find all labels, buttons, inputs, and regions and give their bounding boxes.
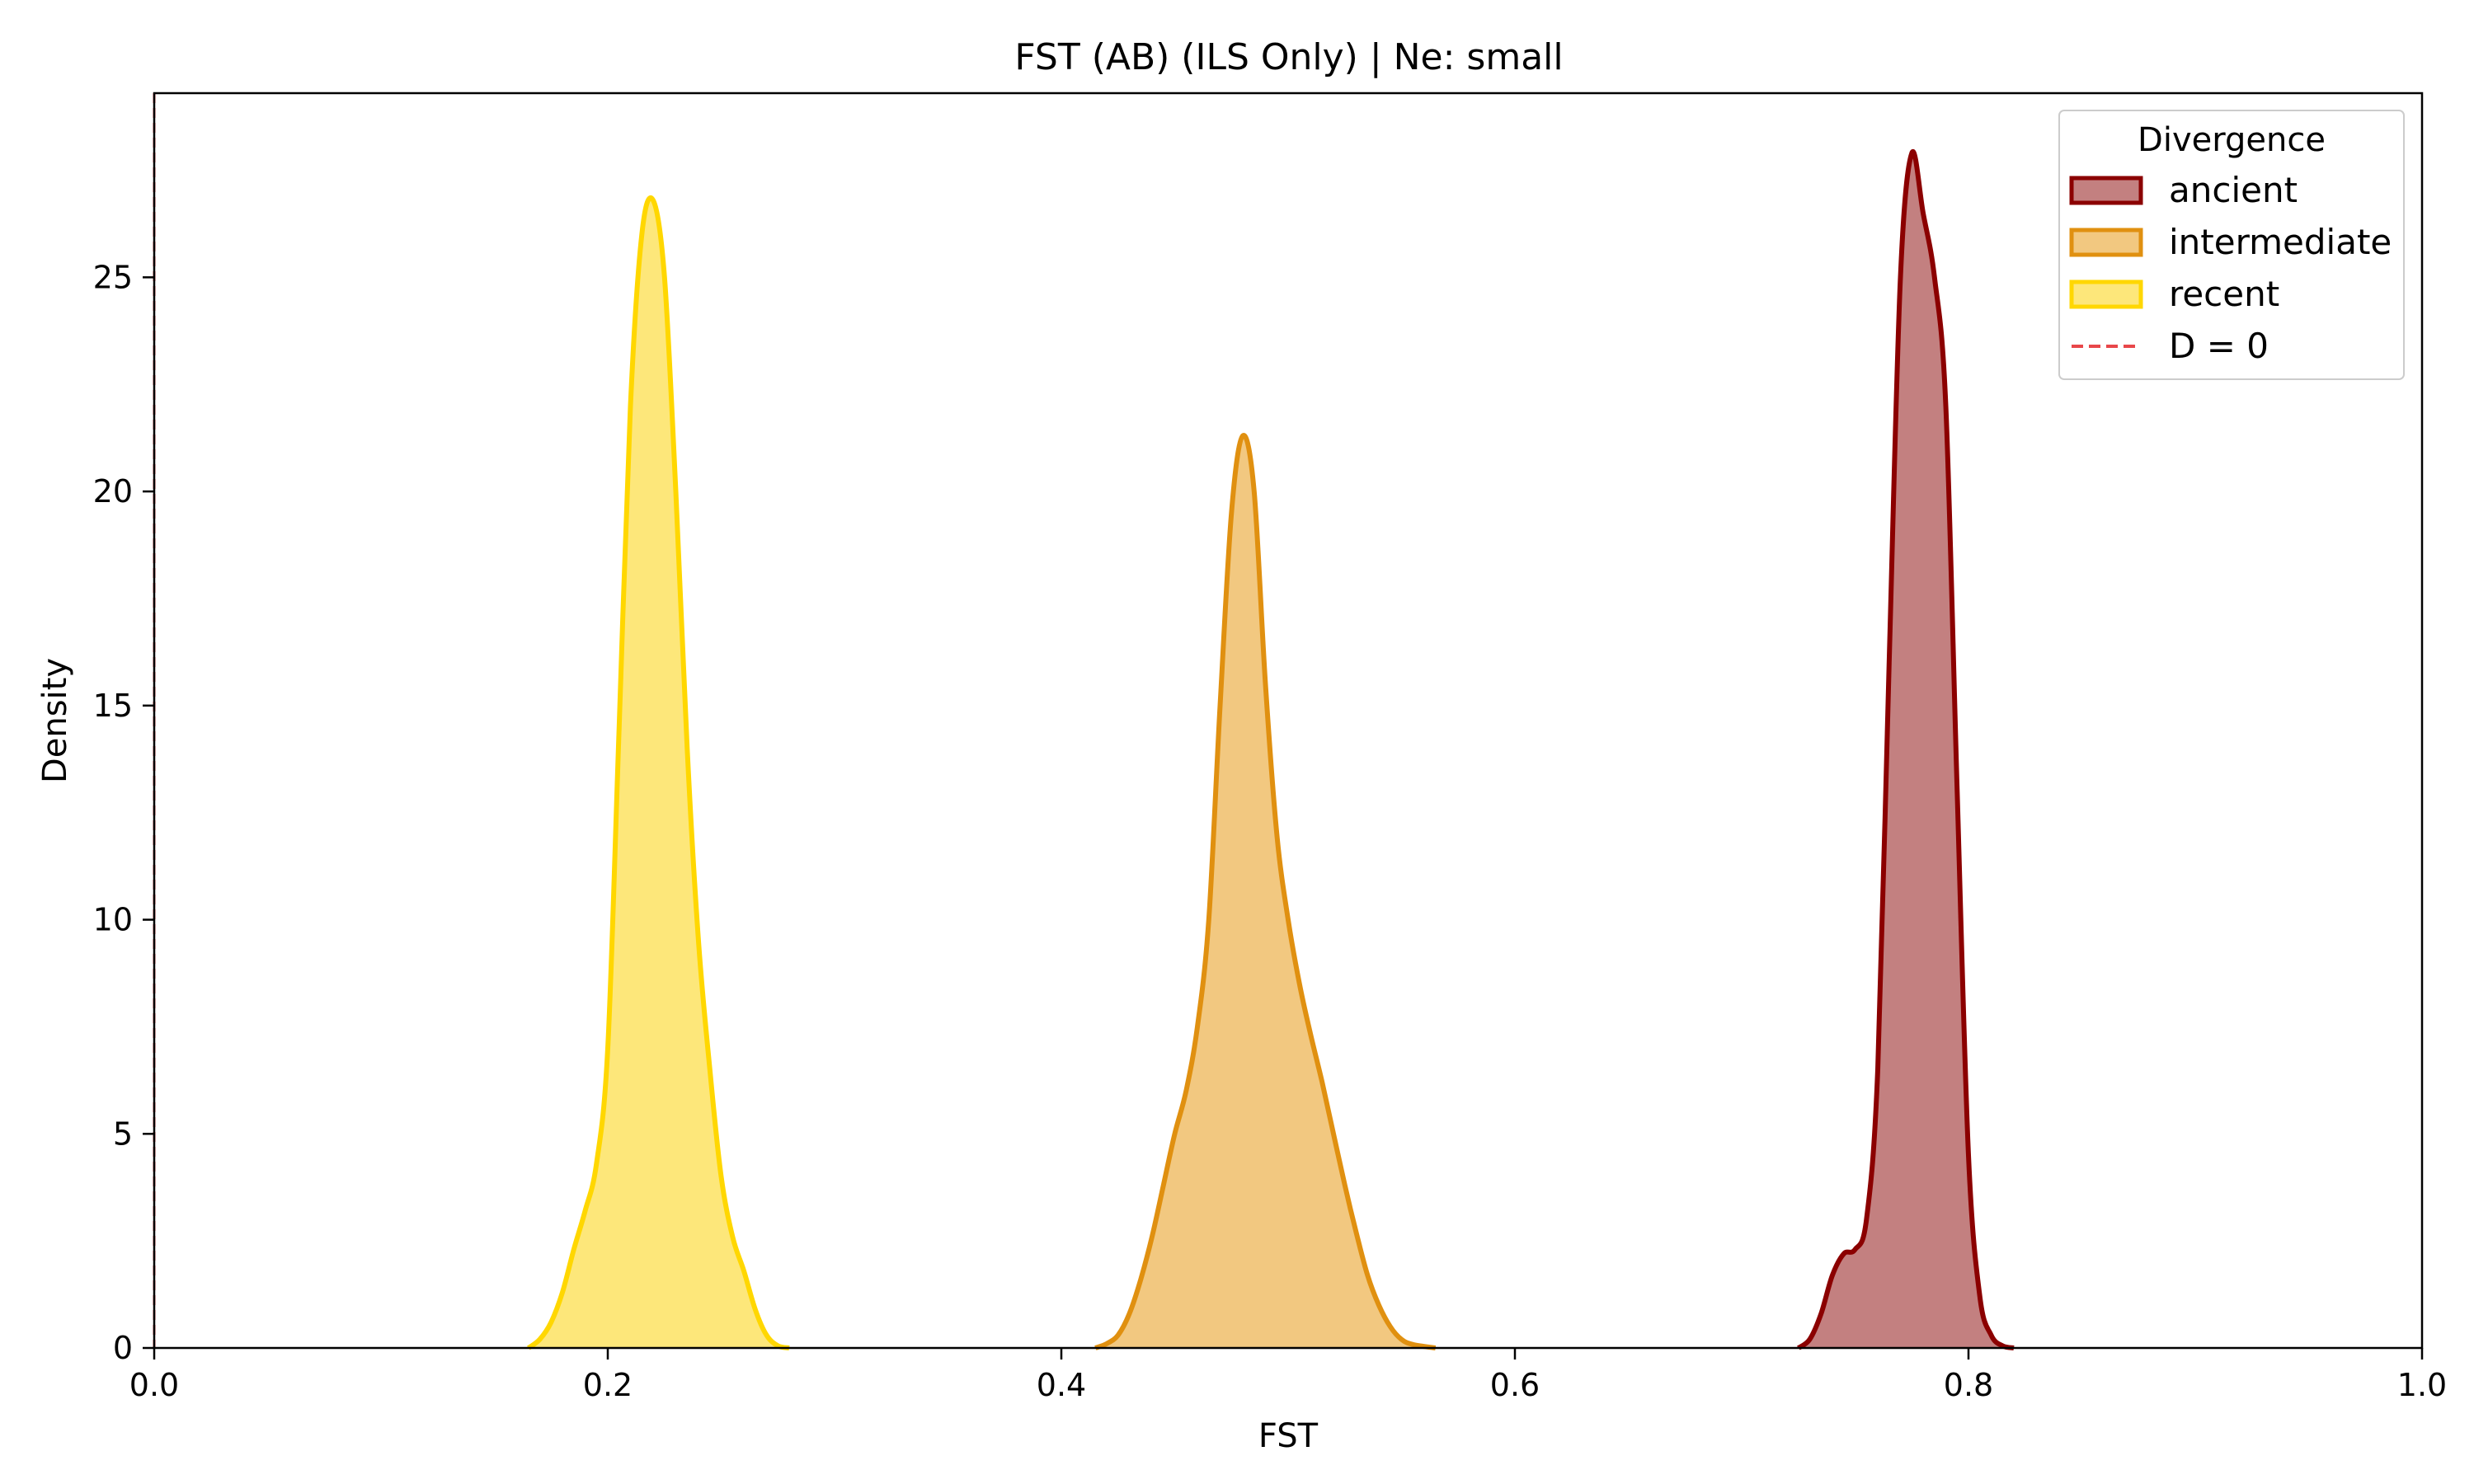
x-tick-label: 0.8	[1944, 1367, 1993, 1403]
legend-swatch-ancient	[2069, 176, 2143, 205]
density-line-intermediate	[1094, 433, 1437, 1350]
x-tick-label: 0.2	[583, 1367, 633, 1403]
legend-swatch-recent	[2069, 279, 2143, 309]
y-tick-label: 10	[93, 902, 133, 938]
legend-label-d0: D = 0	[2169, 326, 2269, 366]
legend-title: Divergence	[2138, 121, 2326, 159]
y-tick-label: 20	[93, 473, 133, 510]
density-line-recent	[526, 195, 790, 1350]
legend-box	[2058, 110, 2405, 380]
y-tick-label: 25	[93, 259, 133, 295]
y-tick-label: 5	[113, 1115, 133, 1152]
legend-label-intermediate: intermediate	[2169, 222, 2392, 262]
plot-frame	[153, 92, 2424, 1350]
y-axis-label: Density	[36, 658, 74, 783]
legend-swatch-intermediate	[2069, 228, 2143, 257]
y-tick-label: 15	[93, 688, 133, 724]
chart-title: FST (AB) (ILS Only) | Ne: small	[1014, 36, 1563, 78]
y-tick-label: 0	[113, 1330, 133, 1366]
legend-label-recent: recent	[2169, 274, 2279, 314]
x-tick-label: 0.6	[1490, 1367, 1540, 1403]
x-tick-label: 0.4	[1037, 1367, 1086, 1403]
density-fill-intermediate	[1095, 435, 1436, 1348]
density-fill-recent	[528, 197, 789, 1349]
x-tick-label: 1.0	[2397, 1367, 2447, 1403]
legend-label-ancient: ancient	[2169, 170, 2298, 210]
density-fill-ancient	[1798, 151, 2014, 1349]
density-line-ancient	[1796, 148, 2015, 1350]
x-axis-label: FST	[1258, 1417, 1319, 1455]
x-tick-label: 0.0	[129, 1367, 179, 1403]
legend: Divergence ancient intermediate recent D…	[2058, 110, 2405, 380]
